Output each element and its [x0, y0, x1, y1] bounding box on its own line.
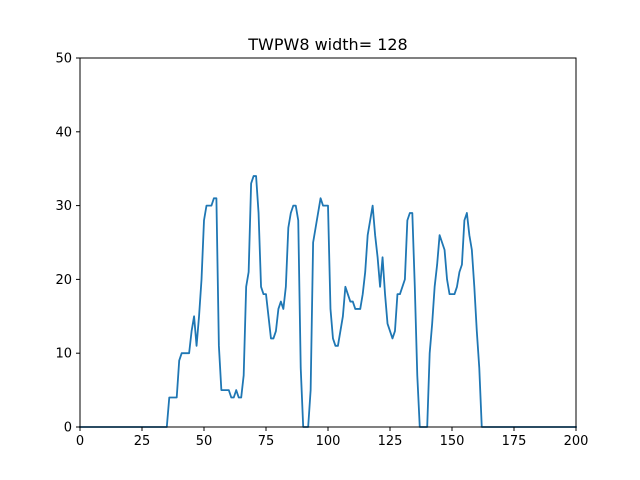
x-tick-label-0: 0	[76, 434, 84, 449]
x-tick-label-200: 200	[564, 434, 589, 449]
y-tick-label-10: 10	[55, 347, 72, 362]
x-tick-label-25: 25	[134, 434, 151, 449]
y-tick-label-20: 20	[55, 273, 72, 288]
x-tick-label-50: 50	[196, 434, 213, 449]
y-tick-label-50: 50	[55, 52, 72, 67]
y-tick-label-30: 30	[55, 199, 72, 214]
x-tick-label-100: 100	[316, 434, 341, 449]
x-tick-label-150: 150	[440, 434, 465, 449]
x-tick-label-175: 175	[502, 434, 527, 449]
x-tick-label-75: 75	[258, 434, 275, 449]
y-tick-label-0: 0	[64, 421, 72, 436]
chart-title: TWPW8 width= 128	[247, 35, 407, 54]
series-line-0	[79, 175, 577, 428]
plot-area: 0 25 50 75 100 125 150 175 200 0 10 20 30 40 50	[55, 52, 588, 450]
x-tick-label-125: 125	[378, 434, 403, 449]
y-tick-label-40: 40	[55, 125, 72, 140]
